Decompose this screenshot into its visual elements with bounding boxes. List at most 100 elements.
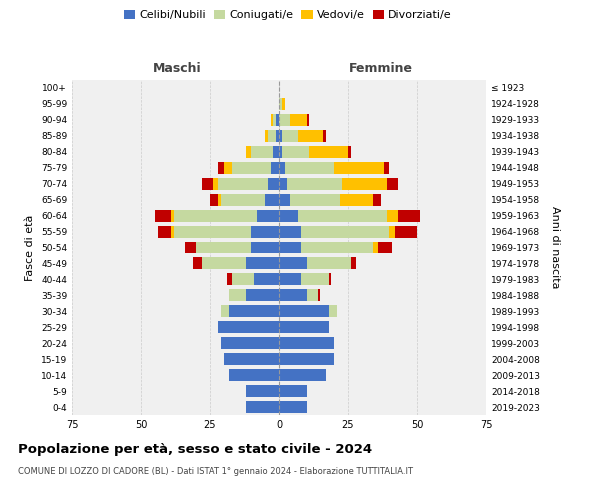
Bar [224, 353, 279, 365]
Bar [279, 210, 298, 222]
Bar [274, 146, 279, 158]
Bar [279, 194, 290, 205]
Bar [279, 98, 282, 110]
Bar [279, 306, 329, 318]
Bar [279, 146, 282, 158]
Bar [276, 130, 279, 142]
Bar [246, 385, 279, 397]
Bar [282, 146, 310, 158]
Bar [279, 130, 282, 142]
Bar [282, 98, 284, 110]
Bar [279, 369, 326, 381]
Bar [218, 322, 279, 333]
Text: COMUNE DI LOZZO DI CADORE (BL) - Dati ISTAT 1° gennaio 2024 - Elaborazione TUTTI: COMUNE DI LOZZO DI CADORE (BL) - Dati IS… [18, 468, 413, 476]
Bar [274, 114, 276, 126]
Bar [213, 178, 218, 190]
Text: Femmine: Femmine [349, 62, 413, 75]
Legend: Celibi/Nubili, Coniugati/e, Vedovi/e, Divorziati/e: Celibi/Nubili, Coniugati/e, Vedovi/e, Di… [120, 6, 456, 25]
Bar [218, 178, 268, 190]
Bar [271, 114, 274, 126]
Bar [323, 130, 326, 142]
Bar [155, 210, 172, 222]
Bar [284, 162, 334, 173]
Bar [257, 210, 279, 222]
Y-axis label: Anni di nascita: Anni di nascita [550, 206, 560, 288]
Bar [329, 274, 331, 285]
Bar [202, 178, 213, 190]
Bar [265, 130, 268, 142]
Bar [395, 226, 417, 237]
Bar [276, 114, 279, 126]
Bar [246, 401, 279, 413]
Bar [246, 146, 251, 158]
Bar [232, 162, 271, 173]
Bar [251, 242, 279, 254]
Bar [373, 242, 379, 254]
Bar [340, 194, 373, 205]
Bar [193, 258, 202, 270]
Bar [229, 306, 279, 318]
Bar [298, 130, 323, 142]
Bar [279, 290, 307, 302]
Bar [379, 242, 392, 254]
Bar [301, 242, 373, 254]
Bar [279, 353, 334, 365]
Bar [279, 258, 307, 270]
Bar [298, 210, 386, 222]
Bar [251, 226, 279, 237]
Bar [310, 146, 348, 158]
Bar [227, 274, 232, 285]
Bar [279, 337, 334, 349]
Text: Maschi: Maschi [152, 62, 202, 75]
Bar [389, 226, 395, 237]
Bar [384, 162, 389, 173]
Bar [158, 226, 172, 237]
Bar [221, 194, 265, 205]
Bar [279, 178, 287, 190]
Bar [172, 226, 174, 237]
Bar [174, 226, 251, 237]
Bar [351, 258, 356, 270]
Bar [282, 130, 298, 142]
Bar [290, 114, 307, 126]
Bar [218, 194, 221, 205]
Bar [279, 226, 301, 237]
Bar [221, 306, 229, 318]
Bar [271, 162, 279, 173]
Bar [307, 290, 317, 302]
Bar [343, 178, 386, 190]
Bar [307, 114, 310, 126]
Bar [386, 178, 398, 190]
Bar [224, 162, 232, 173]
Bar [229, 290, 246, 302]
Bar [268, 130, 276, 142]
Bar [279, 274, 301, 285]
Bar [317, 290, 320, 302]
Bar [172, 210, 174, 222]
Bar [279, 401, 307, 413]
Bar [398, 210, 420, 222]
Y-axis label: Fasce di età: Fasce di età [25, 214, 35, 280]
Bar [232, 274, 254, 285]
Bar [287, 178, 343, 190]
Bar [254, 274, 279, 285]
Bar [265, 194, 279, 205]
Bar [246, 258, 279, 270]
Bar [279, 322, 329, 333]
Bar [290, 194, 340, 205]
Bar [329, 306, 337, 318]
Bar [373, 194, 381, 205]
Bar [268, 178, 279, 190]
Text: Popolazione per età, sesso e stato civile - 2024: Popolazione per età, sesso e stato civil… [18, 442, 372, 456]
Bar [334, 162, 384, 173]
Bar [218, 162, 224, 173]
Bar [196, 242, 251, 254]
Bar [221, 337, 279, 349]
Bar [348, 146, 351, 158]
Bar [279, 385, 307, 397]
Bar [246, 290, 279, 302]
Bar [279, 114, 290, 126]
Bar [229, 369, 279, 381]
Bar [251, 146, 274, 158]
Bar [185, 242, 196, 254]
